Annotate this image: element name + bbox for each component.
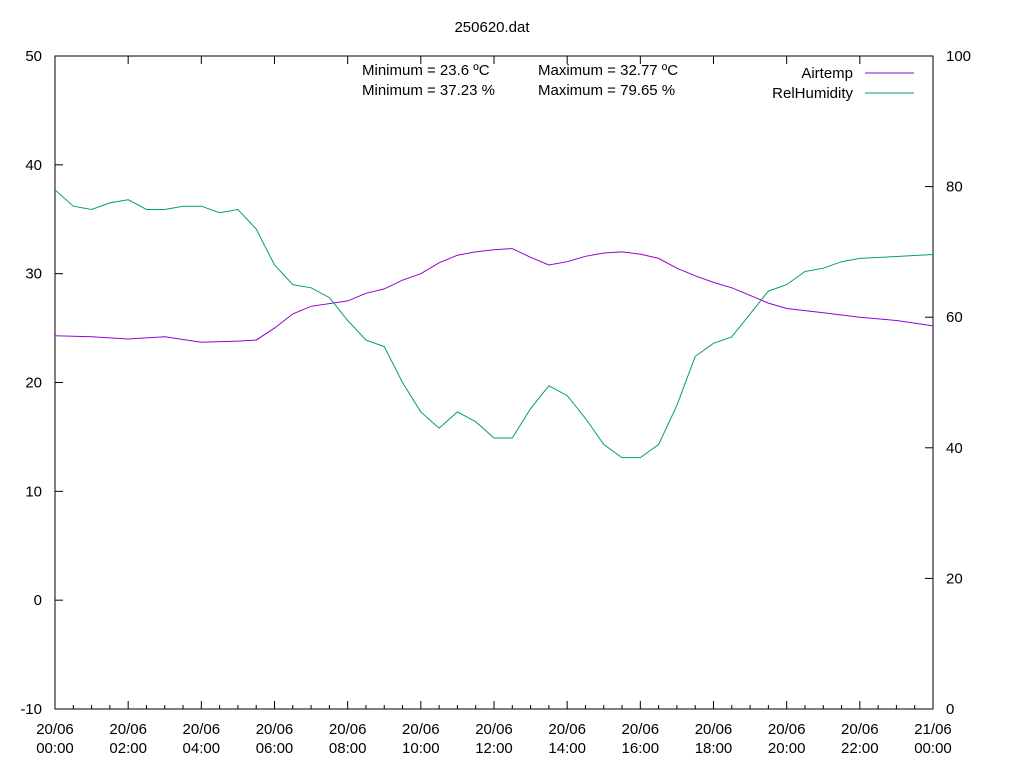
series-line-relhumidity [54,189,934,459]
x-tick-label-date: 20/06 [695,721,733,738]
stats-annotations: Minimum = 23.6 ºC Maximum = 32.77 ºC Min… [362,62,678,99]
x-tick-label-date: 20/06 [841,721,879,738]
y2-tick-label: 0 [946,701,954,718]
y-tick-label: 10 [25,483,42,500]
x-axis-ticks: 20/06 00:00 20/06 02:00 20/06 04:00 20/06 06:00… [36,56,952,757]
y2-tick-label: 40 [946,440,963,457]
x-tick-label-date: 20/06 [475,721,513,738]
x-tick-label-time: 00:00 [914,740,952,757]
x-tick-label-date: 20/06 [768,721,806,738]
x-tick-label-date: 20/06 [256,721,294,738]
x-tick-label-time: 12:00 [475,740,513,757]
x-tick-label-time: 20:00 [768,740,806,757]
x-tick-label-date: 20/06 [548,721,586,738]
x-tick-label-time: 10:00 [402,740,440,757]
series-lines [54,189,934,459]
series-line-airtemp [54,248,934,343]
x-tick-label-time: 02:00 [109,740,147,757]
legend-label-airtemp: Airtemp [801,65,853,82]
y-tick-label: 40 [25,157,42,174]
temp-min-annotation: Minimum = 23.6 ºC [362,62,490,79]
x-tick-label-time: 00:00 [36,740,74,757]
x-tick-label-date: 21/06 [914,721,952,738]
hum-max-annotation: Maximum = 79.65 % [538,82,675,99]
y-tick-label: 20 [25,375,42,392]
y2-tick-label: 80 [946,179,963,196]
x-tick-label-time: 18:00 [695,740,733,757]
chart-title: 250620.dat [454,19,530,36]
y-tick-label: 30 [25,266,42,283]
y-tick-label: 50 [25,48,42,65]
x-tick-label-time: 16:00 [622,740,660,757]
y2-tick-label: 20 [946,570,963,587]
legend: Airtemp RelHumidity [772,65,914,102]
x-tick-label-date: 20/06 [329,721,367,738]
y2-tick-label: 100 [946,48,971,65]
x-tick-label-time: 04:00 [183,740,221,757]
x-tick-label-date: 20/06 [109,721,147,738]
x-tick-label-time: 08:00 [329,740,367,757]
legend-label-relhumidity: RelHumidity [772,85,853,102]
hum-min-annotation: Minimum = 37.23 % [362,82,495,99]
x-tick-label-date: 20/06 [36,721,74,738]
left-axis-ticks: -10 0 10 20 30 40 50 [20,48,63,718]
x-tick-label-time: 06:00 [256,740,294,757]
x-tick-label-date: 20/06 [402,721,440,738]
x-tick-label-date: 20/06 [183,721,221,738]
y2-tick-label: 60 [946,309,963,326]
x-tick-label-time: 22:00 [841,740,879,757]
right-axis-ticks: 0 20 40 60 80 100 [925,48,971,718]
plot-frame [54,55,934,710]
x-tick-label-date: 20/06 [622,721,660,738]
x-tick-label-time: 14:00 [548,740,586,757]
temp-max-annotation: Maximum = 32.77 ºC [538,62,678,79]
y-tick-label: 0 [34,592,42,609]
y-tick-label: -10 [20,701,42,718]
